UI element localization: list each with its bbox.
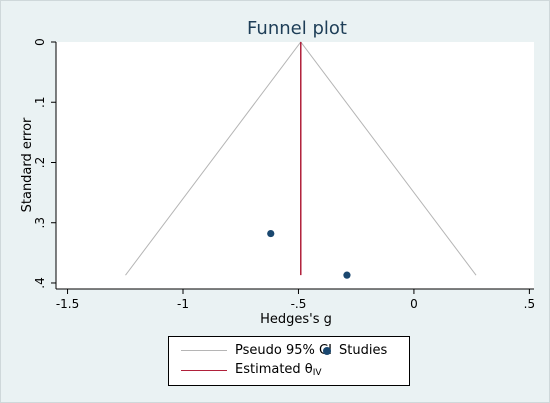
study-point <box>343 271 351 279</box>
legend-item-studies: Studies <box>323 343 387 358</box>
x-tick-label: -1.5 <box>56 297 79 311</box>
y-tick-label: .4 <box>33 277 47 288</box>
legend-estimate-label-main: Estimated θ <box>235 362 313 377</box>
y-tick-label: .3 <box>33 217 47 228</box>
y-tick-label: .2 <box>33 157 47 168</box>
legend-ci-label: Pseudo 95% CI <box>235 343 332 358</box>
y-tick-label: .1 <box>33 97 47 108</box>
x-tick-label: 0 <box>410 297 418 311</box>
x-axis-title: Hedges's g <box>260 312 332 327</box>
study-point <box>267 229 275 238</box>
legend-estimate-swatch <box>181 369 227 371</box>
legend-item-ci: Pseudo 95% CI <box>181 343 332 358</box>
legend-studies-swatch <box>323 346 331 355</box>
x-tick-label: .5 <box>524 297 535 311</box>
legend: Pseudo 95% CI Studies Estimated θIV <box>168 336 410 386</box>
chart-title: Funnel plot <box>247 18 347 39</box>
x-tick-label: -1 <box>177 297 189 311</box>
plot-area <box>56 42 534 289</box>
legend-ci-swatch <box>181 350 227 351</box>
legend-item-estimate: Estimated θIV <box>181 362 322 378</box>
legend-estimate-label: Estimated θIV <box>235 362 322 378</box>
legend-studies-label: Studies <box>339 343 388 358</box>
legend-estimate-label-sub: IV <box>312 368 322 378</box>
y-tick-label: 0 <box>33 38 47 46</box>
x-tick-label: -.5 <box>291 297 307 311</box>
y-axis-title: Standard error <box>20 117 35 212</box>
